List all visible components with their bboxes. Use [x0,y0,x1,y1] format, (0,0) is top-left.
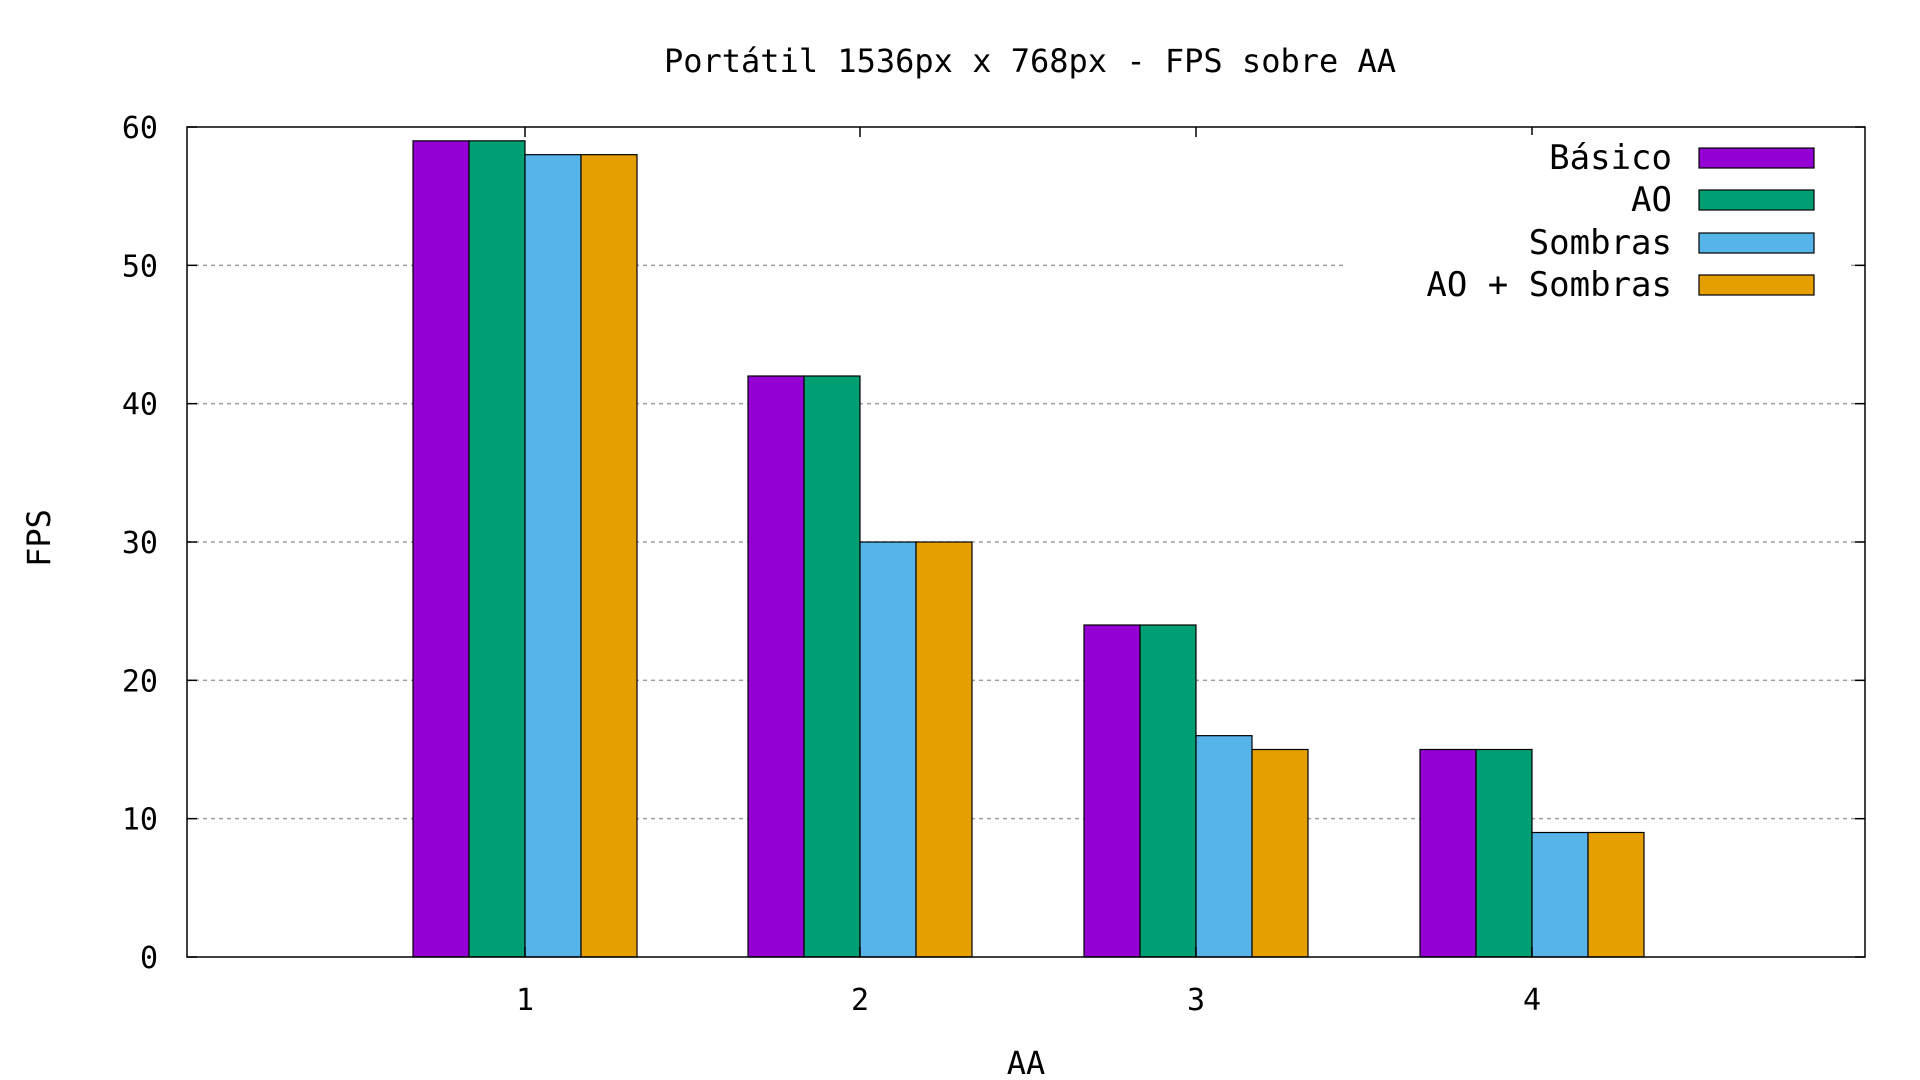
bar-sombras-aa-3 [1195,735,1253,958]
bar-sombras-aa-4 [1531,831,1589,958]
bar-ao-aa-2 [803,375,861,958]
legend-swatch [1698,147,1815,169]
x-tick-label: 3 [1187,983,1205,1018]
legend-label: AO + Sombras [1426,265,1672,305]
bar-b-sico-aa-4 [1419,748,1477,958]
y-tick-label: 20 [122,664,158,699]
bar-ao-sombras-aa-1 [580,154,638,958]
y-tick-label: 30 [122,526,158,561]
bar-b-sico-aa-3 [1083,624,1141,958]
x-tick-label: 4 [1523,983,1541,1018]
y-axis-label: FPS [20,509,58,567]
y-tick-label: 60 [122,111,158,146]
bar-sombras-aa-2 [859,541,917,958]
x-tick-labels: 1 2 3 4 [516,983,1541,1018]
bar-b-sico-aa-2 [747,375,805,958]
bar-ao-sombras-aa-3 [1251,748,1309,958]
bar-sombras-aa-1 [524,154,582,958]
y-tick-labels: 0 10 20 30 40 50 60 [122,111,158,976]
x-tick-label: 1 [516,983,534,1018]
bar-ao-aa-3 [1139,624,1197,958]
legend-label: Básico [1549,138,1672,178]
legend-swatch [1698,274,1815,296]
y-tick-label: 50 [122,249,158,284]
axis-ticks [187,126,1865,958]
chart-title: Portátil 1536px x 768px - FPS sobre AA [664,42,1396,80]
bars [412,140,1645,958]
legend-label: AO [1631,180,1672,220]
y-tick-label: 0 [140,941,158,976]
bar-b-sico-aa-1 [412,140,470,958]
legend-swatch [1698,189,1815,211]
legend-swatch [1698,232,1815,254]
bar-ao-aa-4 [1475,748,1533,958]
bar-ao-sombras-aa-4 [1587,831,1645,958]
y-tick-label: 40 [122,388,158,423]
x-tick-label: 2 [851,983,869,1018]
x-axis-label: AA [1007,1044,1046,1080]
bar-ao-aa-1 [468,140,526,958]
legend-label: Sombras [1529,223,1672,263]
bar-ao-sombras-aa-2 [915,541,973,958]
y-tick-label: 10 [122,803,158,838]
